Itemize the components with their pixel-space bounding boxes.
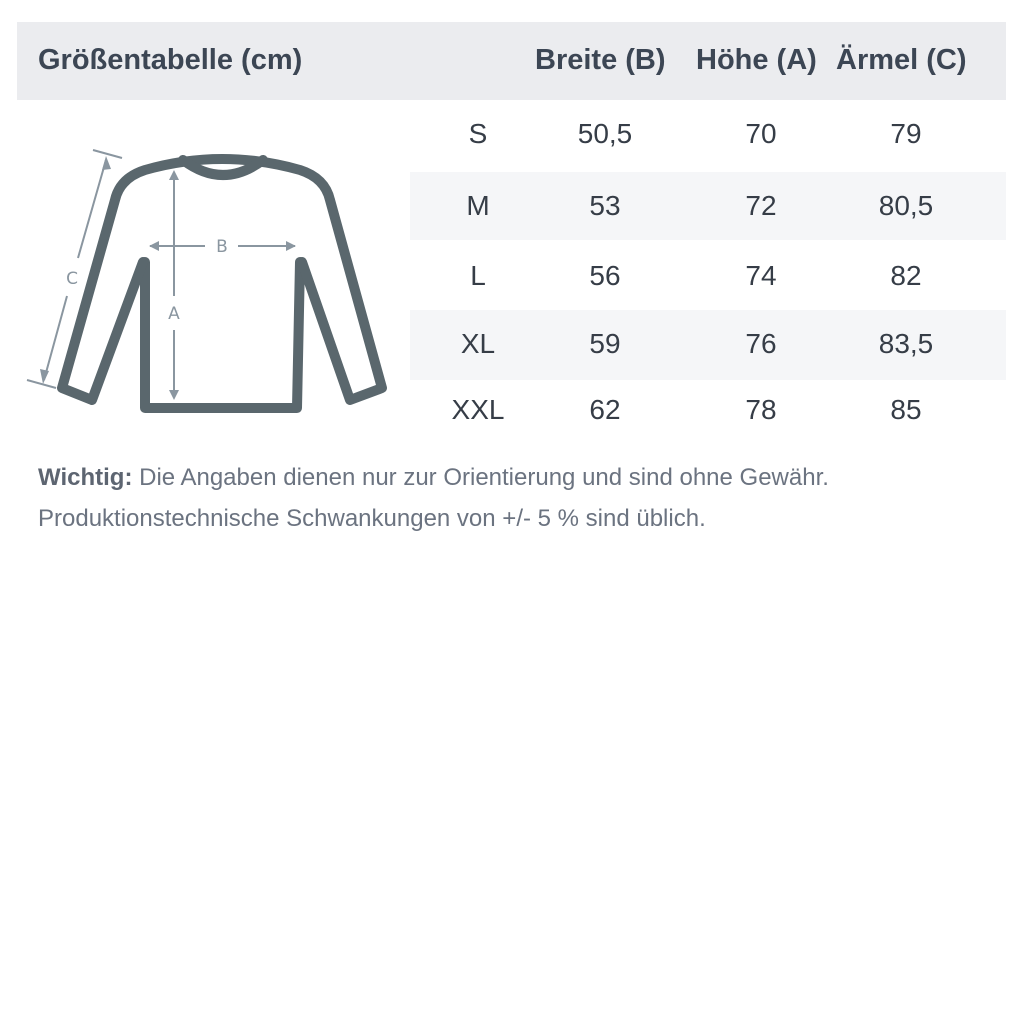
cell-aermel: 85 (890, 394, 922, 425)
label-c: C (66, 269, 78, 289)
cell-size: XXL (451, 394, 505, 425)
label-b: B (216, 237, 228, 257)
table-header (17, 22, 1006, 100)
page-title: Größentabelle (cm) (38, 44, 303, 76)
cell-hoehe: 76 (745, 328, 777, 359)
cell-size: M (466, 190, 490, 221)
cell-breite: 59 (589, 328, 621, 359)
note-label: Wichtig: (38, 464, 133, 491)
cell-size: S (468, 118, 488, 149)
row-stripe (410, 172, 1006, 240)
cell-hoehe: 78 (745, 394, 777, 425)
sleeve-length-arrow (26, 149, 123, 389)
column-header-aermel: Ärmel (C) (836, 44, 967, 76)
cell-breite: 53 (589, 190, 621, 221)
note-text: Die Angaben dienen nur zur Orientierung … (139, 464, 829, 491)
cell-aermel: 79 (890, 118, 922, 149)
cell-aermel: 80,5 (878, 190, 934, 221)
note-line-2: Produktionstechnische Schwankungen von +… (38, 505, 706, 532)
cell-size: XL (460, 328, 496, 359)
label-a: A (168, 304, 180, 324)
cell-aermel: 82 (890, 260, 922, 291)
cell-aermel: 83,5 (878, 328, 934, 359)
cell-hoehe: 70 (745, 118, 777, 149)
note-line-1: Wichtig: Die Angaben dienen nur zur Orie… (38, 464, 829, 492)
width-arrow (149, 241, 296, 251)
cell-breite: 50,5 (577, 118, 633, 149)
long-sleeve-shirt-icon (57, 154, 387, 413)
column-header-hoehe: Höhe (A) (696, 44, 817, 76)
cell-hoehe: 74 (745, 260, 777, 291)
row-stripe (410, 310, 1006, 380)
cell-hoehe: 72 (745, 190, 777, 221)
column-header-breite: Breite (B) (535, 44, 666, 76)
cell-size: L (470, 260, 486, 291)
cell-breite: 62 (589, 394, 621, 425)
height-arrow (169, 170, 179, 400)
cell-breite: 56 (589, 260, 621, 291)
